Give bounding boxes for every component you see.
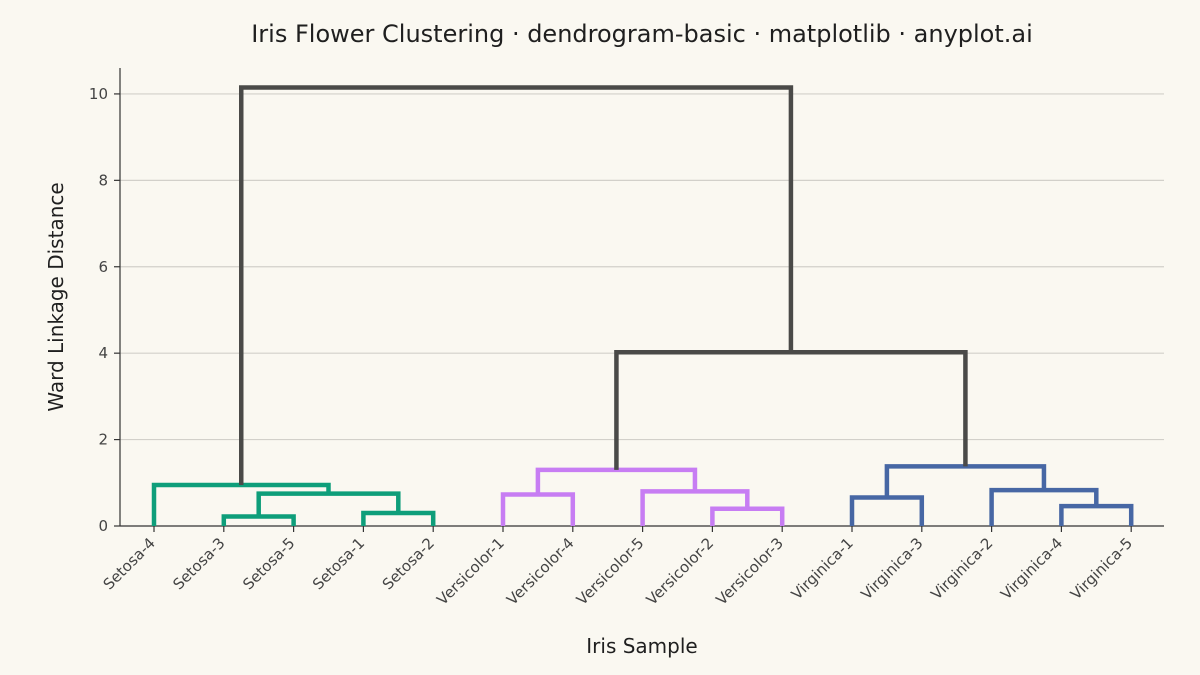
dendrogram-link <box>361 510 436 526</box>
leaf-label: Versicolor-3 <box>712 534 787 609</box>
x-axis-label: Iris Sample <box>586 634 697 658</box>
dendrogram-link <box>640 489 750 526</box>
y-tick-label: 8 <box>98 171 108 189</box>
grid-lines <box>120 93 1164 441</box>
leaf-label: Versicolor-1 <box>433 534 508 609</box>
y-tick-label: 10 <box>89 85 108 103</box>
leaf-label: Virginica-4 <box>997 534 1066 603</box>
y-axis-label: Ward Linkage Distance <box>44 182 68 411</box>
dendrogram-link <box>989 487 1099 526</box>
leaf-label: Setosa-1 <box>309 534 368 593</box>
leaf-label: Versicolor-2 <box>643 534 718 609</box>
leaf-label: Setosa-2 <box>379 534 438 593</box>
y-tick-label: 6 <box>98 258 108 276</box>
leaf-label: Setosa-4 <box>100 534 159 593</box>
leaf-label: Virginica-2 <box>927 534 996 603</box>
dendrogram-link <box>1059 503 1134 526</box>
y-tick-label: 4 <box>98 344 108 362</box>
leaf-label: Versicolor-4 <box>503 534 578 609</box>
dendrogram-link <box>849 495 925 526</box>
leaf-label: Virginica-1 <box>788 534 857 603</box>
leaf-label: Setosa-5 <box>239 534 298 593</box>
leaf-label: Virginica-3 <box>857 534 926 603</box>
leaf-label: Setosa-3 <box>169 534 228 593</box>
dendrogram-link <box>239 85 794 485</box>
y-tick-label: 2 <box>98 431 108 449</box>
dendrogram-link <box>221 514 296 526</box>
leaf-label: Versicolor-5 <box>573 534 648 609</box>
dendrogram-link <box>500 492 576 526</box>
axes <box>119 68 1164 527</box>
y-tick-labels: 0 2 4 6 8 10 <box>89 85 120 535</box>
dendrogram-link <box>884 464 1047 498</box>
dendrogram-link <box>151 482 331 526</box>
dendrogram-link <box>614 350 968 470</box>
dendrogram-links <box>151 85 1134 526</box>
chart-title: Iris Flower Clustering · dendrogram-basi… <box>251 20 1033 48</box>
leaf-labels: Setosa-4 Setosa-3 Setosa-5 Setosa-1 Setosa-2… <box>100 526 1136 609</box>
dendrogram-link <box>710 506 785 526</box>
leaf-label: Virginica-5 <box>1067 534 1136 603</box>
y-tick-label: 0 <box>98 517 108 535</box>
